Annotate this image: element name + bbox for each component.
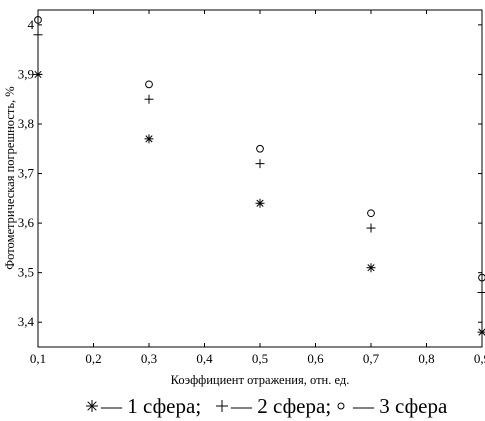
point-asterisk-2 [144, 134, 154, 144]
point-plus-1 [33, 30, 43, 40]
x-tick-label: 0,3 [141, 351, 157, 366]
y-tick-label: 3,5 [18, 265, 34, 280]
y-tick-label: 3,8 [18, 116, 34, 131]
legend-text-3: — 3 сфера [352, 394, 448, 418]
y-tick-label: 4 [28, 17, 35, 32]
point-plus-5 [477, 287, 485, 297]
y-tick-label: 3,7 [18, 166, 35, 181]
x-tick-label: 0,8 [418, 351, 434, 366]
point-circle-3 [256, 144, 264, 153]
x-tick-label: 0,9 [474, 351, 485, 366]
x-tick-label: 0,1 [30, 351, 46, 366]
point-circle-1 [34, 16, 42, 24]
point-asterisk-4 [366, 263, 376, 273]
legend-symbols [86, 400, 345, 412]
data-points [33, 16, 485, 337]
y-tick-label: 3,6 [18, 215, 35, 230]
x-tick-label: 0,5 [252, 351, 268, 366]
point-plus-2 [144, 94, 154, 104]
legend-text-2: — 2 сфера; [230, 394, 331, 418]
legend-symbol-circle [337, 402, 345, 410]
x-axis-label: Коэффициент отражения, отн. ед. [171, 373, 350, 387]
point-asterisk-5 [477, 327, 485, 337]
x-tick-label: 0,2 [85, 351, 101, 366]
point-plus-3 [255, 159, 265, 169]
point-circle-5 [478, 273, 485, 282]
point-plus-4 [366, 223, 376, 233]
x-tick-label: 0,7 [363, 351, 380, 366]
y-tick-label: 3,4 [18, 314, 35, 329]
y-axis-ticks: 3,4 3,5 3,6 3,7 3,8 3,9 4 [18, 17, 482, 329]
legend-symbol-plus [216, 400, 228, 412]
legend: — 1 сфера; — 2 сфера; — 3 сфера [86, 394, 448, 418]
y-tick-label: 3,9 [18, 66, 34, 81]
x-tick-label: 0,4 [196, 351, 213, 366]
point-asterisk-3 [255, 198, 265, 208]
legend-text-1: — 1 сфера; [100, 394, 201, 418]
plot-frame [37, 9, 483, 348]
point-asterisk-1 [33, 69, 43, 79]
x-tick-label: 0,6 [307, 351, 324, 366]
point-circle-4 [367, 209, 375, 218]
y-axis-label: Фотометрическая погрешность, % [3, 86, 17, 269]
point-circle-2 [145, 80, 153, 89]
x-axis-ticks: 0,1 0,2 0,3 0,4 0,5 0,6 0,7 0,8 0,9 [30, 10, 485, 366]
legend-symbol-asterisk [86, 400, 98, 412]
